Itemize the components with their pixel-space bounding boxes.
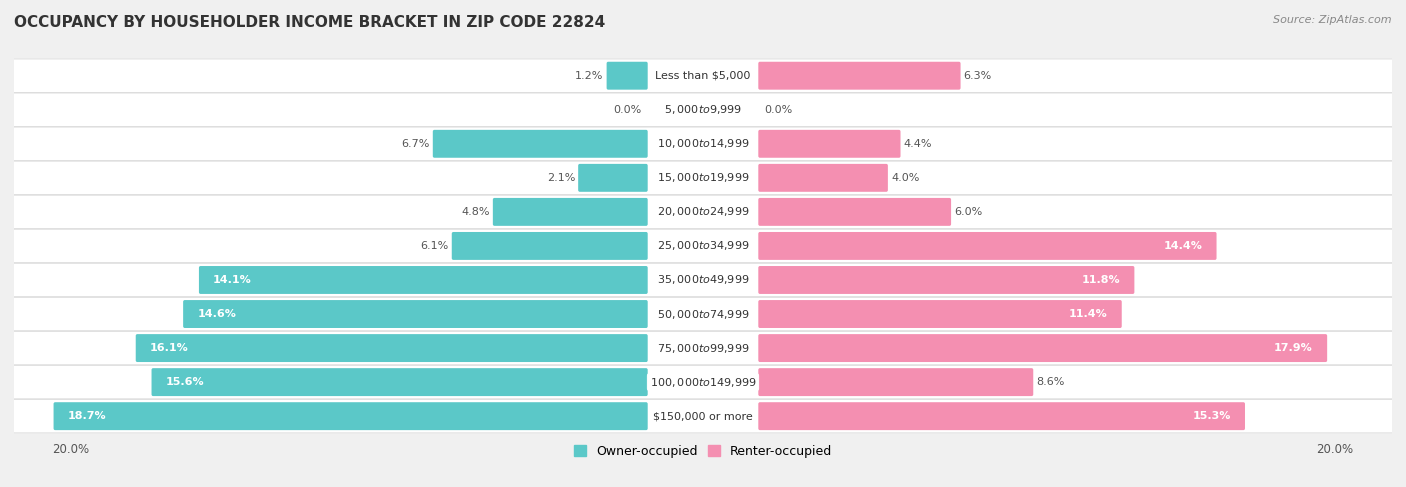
FancyBboxPatch shape	[451, 232, 648, 260]
Text: $75,000 to $99,999: $75,000 to $99,999	[657, 341, 749, 355]
Text: 14.6%: 14.6%	[197, 309, 236, 319]
Text: OCCUPANCY BY HOUSEHOLDER INCOME BRACKET IN ZIP CODE 22824: OCCUPANCY BY HOUSEHOLDER INCOME BRACKET …	[14, 15, 606, 30]
Text: 16.1%: 16.1%	[150, 343, 188, 353]
FancyBboxPatch shape	[13, 399, 1393, 433]
Text: 4.0%: 4.0%	[891, 173, 920, 183]
Text: $25,000 to $34,999: $25,000 to $34,999	[657, 240, 749, 252]
Text: $35,000 to $49,999: $35,000 to $49,999	[657, 274, 749, 286]
Text: $15,000 to $19,999: $15,000 to $19,999	[657, 171, 749, 185]
FancyBboxPatch shape	[13, 127, 1393, 161]
FancyBboxPatch shape	[198, 266, 648, 294]
FancyBboxPatch shape	[152, 368, 648, 396]
Text: 6.3%: 6.3%	[963, 71, 993, 81]
FancyBboxPatch shape	[53, 402, 648, 430]
Text: $5,000 to $9,999: $5,000 to $9,999	[664, 103, 742, 116]
FancyBboxPatch shape	[758, 164, 887, 192]
FancyBboxPatch shape	[13, 263, 1393, 297]
Text: 17.9%: 17.9%	[1274, 343, 1313, 353]
Text: 14.1%: 14.1%	[214, 275, 252, 285]
FancyBboxPatch shape	[758, 232, 1216, 260]
Text: 18.7%: 18.7%	[67, 411, 107, 421]
FancyBboxPatch shape	[183, 300, 648, 328]
Text: 0.0%: 0.0%	[613, 105, 641, 115]
Text: 15.3%: 15.3%	[1192, 411, 1230, 421]
Text: 1.2%: 1.2%	[575, 71, 603, 81]
Text: 6.0%: 6.0%	[955, 207, 983, 217]
FancyBboxPatch shape	[758, 368, 1033, 396]
Text: 4.8%: 4.8%	[461, 207, 489, 217]
FancyBboxPatch shape	[13, 93, 1393, 127]
Text: 11.8%: 11.8%	[1081, 275, 1121, 285]
Text: 6.1%: 6.1%	[420, 241, 449, 251]
Text: $100,000 to $149,999: $100,000 to $149,999	[650, 375, 756, 389]
FancyBboxPatch shape	[13, 298, 1393, 331]
Text: 4.4%: 4.4%	[904, 139, 932, 149]
Text: 2.1%: 2.1%	[547, 173, 575, 183]
FancyBboxPatch shape	[758, 130, 900, 158]
Text: 6.7%: 6.7%	[401, 139, 430, 149]
Text: 8.6%: 8.6%	[1036, 377, 1064, 387]
FancyBboxPatch shape	[758, 334, 1327, 362]
Legend: Owner-occupied, Renter-occupied: Owner-occupied, Renter-occupied	[568, 440, 838, 463]
FancyBboxPatch shape	[578, 164, 648, 192]
Text: 14.4%: 14.4%	[1163, 241, 1202, 251]
Text: Source: ZipAtlas.com: Source: ZipAtlas.com	[1274, 15, 1392, 25]
Text: 15.6%: 15.6%	[166, 377, 204, 387]
Text: $20,000 to $24,999: $20,000 to $24,999	[657, 206, 749, 218]
FancyBboxPatch shape	[13, 229, 1393, 262]
FancyBboxPatch shape	[758, 62, 960, 90]
Text: $150,000 or more: $150,000 or more	[654, 411, 752, 421]
FancyBboxPatch shape	[758, 300, 1122, 328]
FancyBboxPatch shape	[13, 59, 1393, 93]
Text: $10,000 to $14,999: $10,000 to $14,999	[657, 137, 749, 150]
Text: 11.4%: 11.4%	[1069, 309, 1108, 319]
FancyBboxPatch shape	[13, 195, 1393, 228]
FancyBboxPatch shape	[13, 331, 1393, 365]
Text: $50,000 to $74,999: $50,000 to $74,999	[657, 307, 749, 320]
FancyBboxPatch shape	[433, 130, 648, 158]
FancyBboxPatch shape	[136, 334, 648, 362]
FancyBboxPatch shape	[13, 161, 1393, 194]
FancyBboxPatch shape	[606, 62, 648, 90]
FancyBboxPatch shape	[494, 198, 648, 226]
FancyBboxPatch shape	[13, 365, 1393, 399]
Text: Less than $5,000: Less than $5,000	[655, 71, 751, 81]
Text: 0.0%: 0.0%	[765, 105, 793, 115]
FancyBboxPatch shape	[758, 266, 1135, 294]
FancyBboxPatch shape	[758, 402, 1244, 430]
FancyBboxPatch shape	[758, 198, 950, 226]
